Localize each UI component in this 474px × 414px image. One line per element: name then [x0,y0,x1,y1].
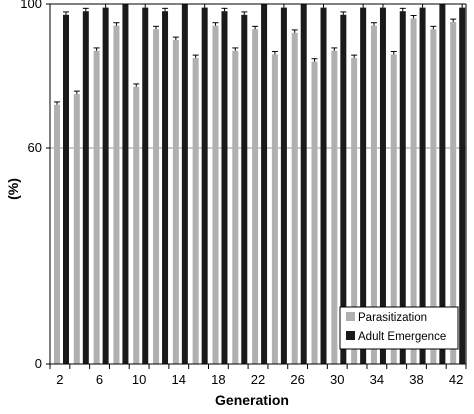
bar-parasitization-gen-34 [370,25,377,364]
bar-parasitization-gen-30 [331,50,338,365]
legend-label-parasitization: Parasitization [358,312,427,324]
bar-parasitization-gen-18 [212,25,219,364]
x-tick-label-26: 26 [290,372,304,387]
bar-adult-emergence-gen-8 [122,4,129,364]
bar-adult-emergence-gen-14 [181,4,188,364]
bar-adult-emergence-gen-28 [320,7,327,364]
bar-parasitization-gen-16 [192,58,199,364]
bar-adult-emergence-gen-18 [221,11,228,364]
x-tick-label-38: 38 [409,372,423,387]
x-tick-label-6: 6 [96,372,103,387]
bar-parasitization-gen-8 [113,25,120,364]
bar-adult-emergence-gen-26 [300,4,307,364]
x-tick-label-10: 10 [132,372,146,387]
bar-parasitization-gen-36 [390,54,397,365]
bar-adult-emergence-gen-42 [459,7,466,364]
legend: Parasitization Adult Emergence [339,306,459,350]
bar-adult-emergence-gen-16 [201,7,208,364]
bar-adult-emergence-gen-4 [82,11,89,364]
y-tick-label-100: 100 [20,0,42,11]
bar-adult-emergence-gen-24 [280,7,287,364]
legend-box [339,306,459,350]
bar-parasitization-gen-26 [291,32,298,365]
bar-parasitization-gen-4 [73,94,80,364]
bar-parasitization-gen-22 [252,29,259,364]
y-tick-label-60: 60 [28,140,42,155]
bar-adult-emergence-gen-36 [399,11,406,364]
bar-parasitization-gen-14 [172,40,179,364]
x-tick-label-14: 14 [172,372,186,387]
x-tick-label-18: 18 [211,372,225,387]
bar-parasitization-gen-6 [93,50,100,365]
bar-adult-emergence-gen-30 [340,14,347,365]
bar-adult-emergence-gen-40 [439,4,446,364]
bar-parasitization-gen-32 [351,58,358,364]
x-tick-label-30: 30 [330,372,344,387]
legend-label-adult-emergence: Adult Emergence [358,331,446,343]
bar-parasitization-gen-42 [450,22,457,364]
bar-parasitization-gen-24 [271,54,278,365]
bar-parasitization-gen-38 [410,18,417,365]
x-axis-title: Generation [215,392,289,408]
bar-parasitization-gen-28 [311,61,318,364]
bar-adult-emergence-gen-32 [360,7,367,364]
bar-adult-emergence-gen-38 [419,7,426,364]
x-tick-label-34: 34 [370,372,384,387]
bar-parasitization-gen-12 [153,29,160,364]
y-axis-title: (%) [5,178,21,200]
y-tick-label-0: 0 [35,356,42,371]
bar-adult-emergence-gen-6 [102,7,109,364]
bar-adult-emergence-gen-34 [379,7,386,364]
plot-area [50,3,466,365]
bar-adult-emergence-gen-12 [162,11,169,364]
bar-parasitization-gen-2 [54,104,60,365]
x-tick-label-2: 2 [56,372,63,387]
bar-adult-emergence-gen-10 [142,7,149,364]
bar-adult-emergence-gen-2 [63,14,69,365]
bar-parasitization-gen-10 [133,86,140,365]
x-tick-label-42: 42 [449,372,463,387]
bar-adult-emergence-gen-20 [241,14,248,365]
legend-swatch-parasitization [346,312,355,321]
bar-parasitization-gen-20 [232,50,239,365]
bar-parasitization-gen-40 [430,29,437,364]
x-tick-label-22: 22 [251,372,265,387]
bar-adult-emergence-gen-22 [261,4,268,364]
legend-swatch-adult-emergence [346,331,355,340]
